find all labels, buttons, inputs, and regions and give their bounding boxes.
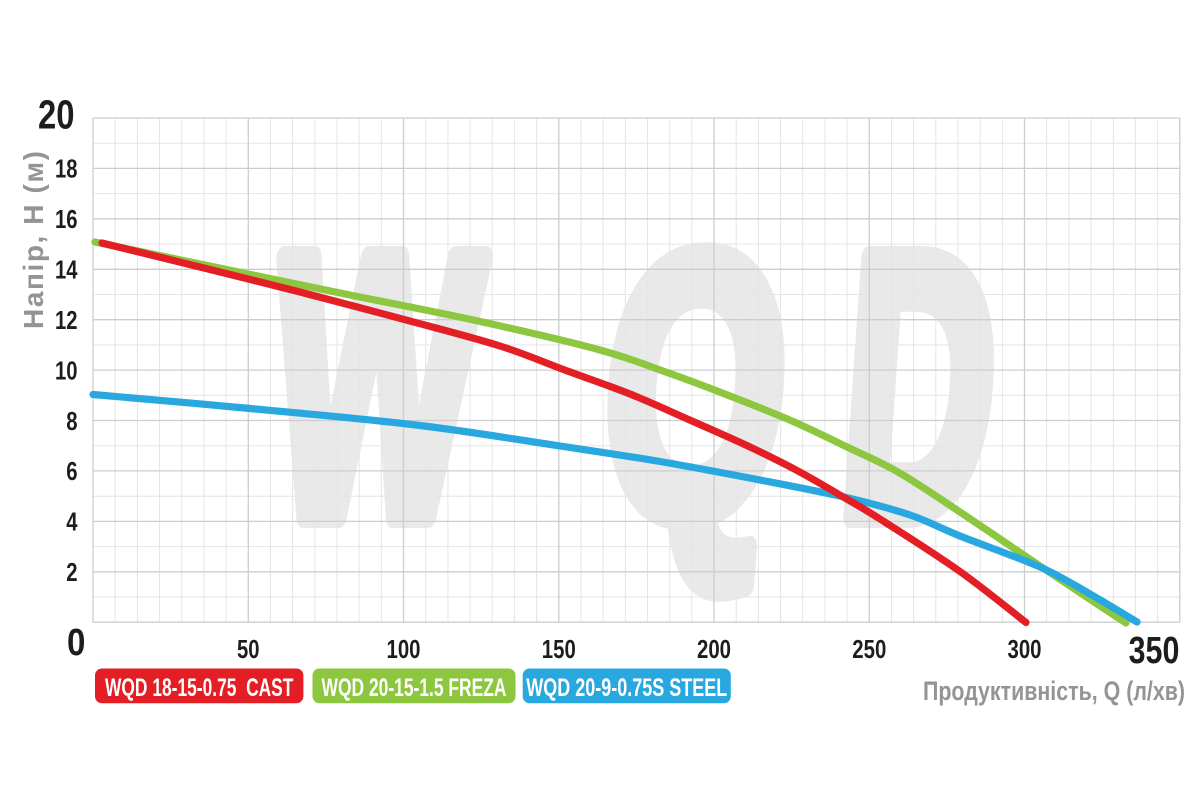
svg-text:18: 18 <box>55 154 78 184</box>
svg-text:W: W <box>259 176 493 595</box>
svg-text:300: 300 <box>1008 634 1042 664</box>
svg-text:WQD 20-15-1.5 FREZA: WQD 20-15-1.5 FREZA <box>322 674 507 702</box>
svg-text:20: 20 <box>38 92 75 138</box>
svg-text:WQD 18-15-0.75 CAST: WQD 18-15-0.75 CAST <box>105 674 293 702</box>
svg-text:6: 6 <box>66 456 77 486</box>
svg-text:14: 14 <box>55 255 78 285</box>
svg-text:50: 50 <box>237 634 260 664</box>
svg-text:WQD 20-9-0.75S STEEL: WQD 20-9-0.75S STEEL <box>526 674 727 702</box>
svg-text:D: D <box>830 176 1009 595</box>
svg-text:100: 100 <box>387 634 421 664</box>
svg-text:8: 8 <box>66 406 77 436</box>
svg-text:4: 4 <box>66 507 78 537</box>
svg-text:0: 0 <box>67 622 85 664</box>
svg-text:250: 250 <box>852 634 886 664</box>
svg-text:Напір, H (м): Напір, H (м) <box>18 151 49 329</box>
svg-text:2: 2 <box>66 557 77 587</box>
svg-text:200: 200 <box>697 634 731 664</box>
svg-text:12: 12 <box>55 305 78 335</box>
svg-text:Продуктивність, Q (л/хв): Продуктивність, Q (л/хв) <box>923 676 1185 706</box>
svg-text:16: 16 <box>55 204 78 234</box>
svg-text:150: 150 <box>542 634 576 664</box>
svg-text:350: 350 <box>1129 630 1180 672</box>
svg-text:10: 10 <box>55 355 78 385</box>
